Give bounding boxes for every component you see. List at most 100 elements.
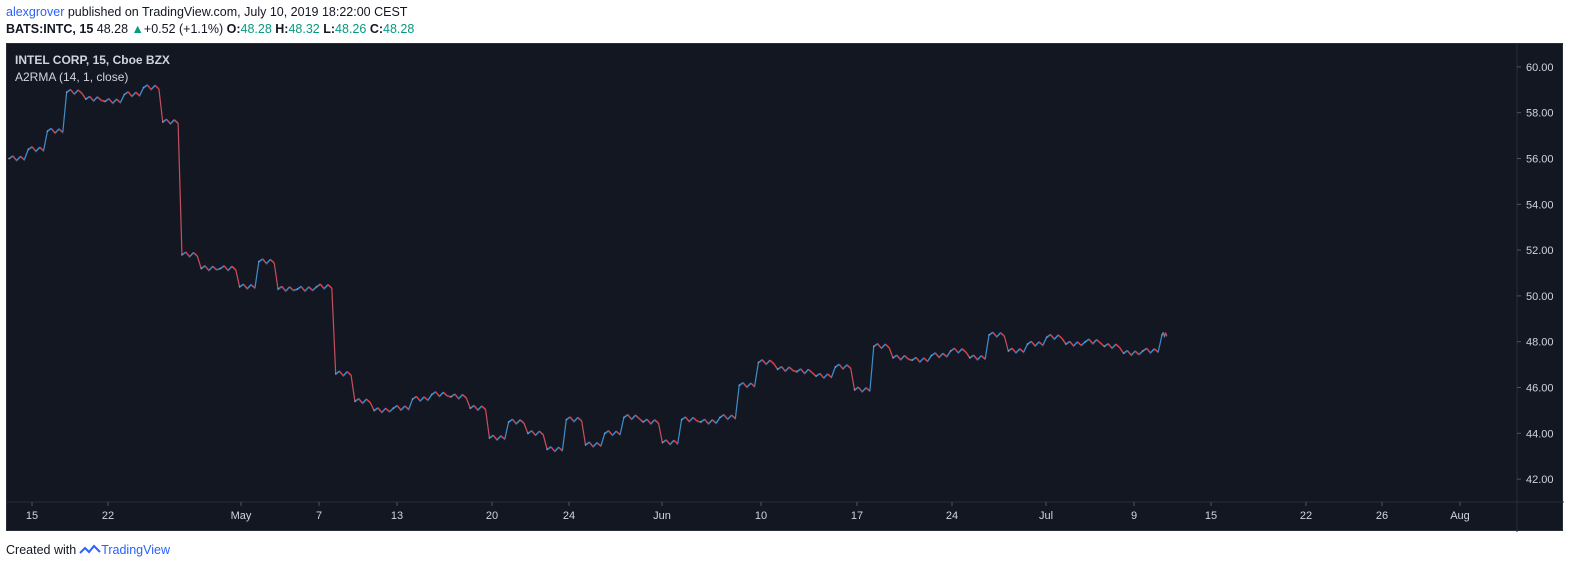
x-tick-label: 24 — [946, 510, 958, 522]
a2rma-segment — [492, 434, 498, 441]
data-point — [815, 375, 817, 377]
a2rma-segment — [169, 119, 175, 125]
x-tick-label: 10 — [755, 510, 767, 522]
data-point — [65, 91, 68, 93]
data-point — [872, 345, 875, 348]
x-tick-label: 17 — [851, 510, 863, 522]
a2rma-segment — [611, 430, 617, 436]
data-point — [277, 288, 279, 290]
a2rma-segment — [1138, 350, 1144, 355]
a2rma-segment — [385, 407, 390, 412]
a2rma-segment — [204, 265, 210, 271]
price-chart[interactable]: 60.00 58.00 56.00 54.00 52.00 50.00 48.00 46.00… — [7, 44, 1564, 532]
created-with-text: Created with — [6, 543, 77, 557]
a2rma-segment — [242, 283, 248, 289]
a2rma-segment — [711, 419, 717, 424]
low-label: L: — [323, 22, 336, 36]
a2rma-segment — [723, 414, 729, 420]
a2rma-segment — [827, 373, 832, 378]
author-link[interactable]: alexgrover — [6, 5, 65, 19]
a2rma-segment — [961, 348, 967, 353]
a2rma-segment — [1034, 341, 1040, 347]
close-value: 48.28 — [383, 22, 415, 36]
a2rma-segment — [665, 439, 671, 445]
a2rma-segment — [884, 343, 890, 348]
price-line — [8, 85, 1168, 453]
a2rma-segment — [877, 343, 882, 349]
a2rma-segment — [669, 439, 675, 445]
data-point — [853, 388, 856, 391]
a2rma-segment — [285, 286, 291, 292]
a2rma-segment — [992, 331, 998, 338]
data-point — [892, 356, 894, 359]
x-tick-label: Aug — [1450, 510, 1470, 522]
a2rma-segment — [946, 350, 952, 357]
a2rma-segment — [81, 92, 87, 100]
a2rma-segment — [1000, 332, 1005, 337]
a2rma-segment — [592, 442, 598, 447]
a2rma-segment — [977, 355, 982, 360]
a2rma-segment — [838, 363, 844, 370]
a2rma-segment — [458, 393, 463, 399]
data-point — [796, 370, 798, 373]
a2rma-segment — [358, 398, 364, 404]
a2rma-segment — [627, 414, 633, 420]
a2rma-segment — [481, 405, 486, 410]
low-value: 48.26 — [335, 22, 367, 36]
data-point — [757, 361, 760, 364]
data-point — [85, 98, 87, 100]
up-triangle-icon: ▲ — [131, 22, 144, 36]
a2rma-segment — [208, 265, 214, 271]
a2rma-segment — [408, 398, 414, 410]
a2rma-segment — [250, 284, 256, 289]
a2rma-segment — [688, 416, 694, 422]
a2rma-segment — [865, 387, 871, 392]
data-point — [988, 334, 990, 336]
high-label: H: — [275, 22, 289, 36]
publish-text: published on TradingView.com, July 10, 2… — [64, 5, 408, 19]
a2rma-segment — [650, 419, 656, 425]
indicator-legend[interactable]: A2RMA (14, 1, close) — [15, 70, 129, 84]
a2rma-segment — [742, 382, 748, 388]
a2rma-segment — [465, 397, 471, 409]
a2rma-segment — [400, 405, 406, 411]
a2rma-segment — [515, 419, 521, 425]
a2rma-segment — [369, 402, 375, 411]
a2rma-segment — [781, 366, 786, 372]
a2rma-segment — [684, 416, 690, 422]
a2rma-segment — [811, 372, 817, 377]
a2rma-segment — [1057, 334, 1063, 339]
data-point — [258, 260, 260, 263]
a2rma-segment — [646, 418, 652, 425]
data-point — [623, 416, 625, 419]
a2rma-segment — [934, 352, 940, 358]
a2rma-segment — [765, 359, 771, 365]
a2rma-segment — [77, 89, 83, 94]
x-tick-label: Jun — [653, 510, 671, 522]
tradingview-link[interactable]: TradingView — [79, 543, 170, 557]
a2rma-segment — [346, 371, 352, 376]
a2rma-segment — [784, 366, 790, 372]
a2rma-segment — [477, 405, 483, 411]
a2rma-segment — [35, 146, 41, 152]
a2rma-segment — [1030, 340, 1036, 347]
y-tick-label: 48.00 — [1526, 337, 1554, 349]
a2rma-segment — [231, 265, 237, 271]
a2rma-segment — [31, 146, 37, 152]
price-change: +0.52 (+1.1%) — [143, 22, 224, 36]
a2rma-segment — [588, 441, 594, 447]
a2rma-segment — [23, 149, 29, 160]
a2rma-segment — [112, 98, 118, 104]
y-tick-label: 60.00 — [1526, 62, 1554, 74]
chart-pane[interactable]: 60.00 58.00 56.00 54.00 52.00 50.00 48.00 46.00… — [6, 43, 1564, 532]
data-point — [219, 267, 222, 270]
data-point — [123, 93, 126, 96]
data-point — [46, 130, 49, 132]
a2rma-segment — [558, 446, 563, 451]
data-point — [104, 100, 106, 103]
a2rma-segment — [119, 94, 125, 103]
a2rma-segment — [888, 347, 894, 358]
a2rma-segment — [1126, 350, 1132, 356]
a2rma-segment — [1088, 338, 1094, 344]
a2rma-segment — [185, 251, 191, 257]
